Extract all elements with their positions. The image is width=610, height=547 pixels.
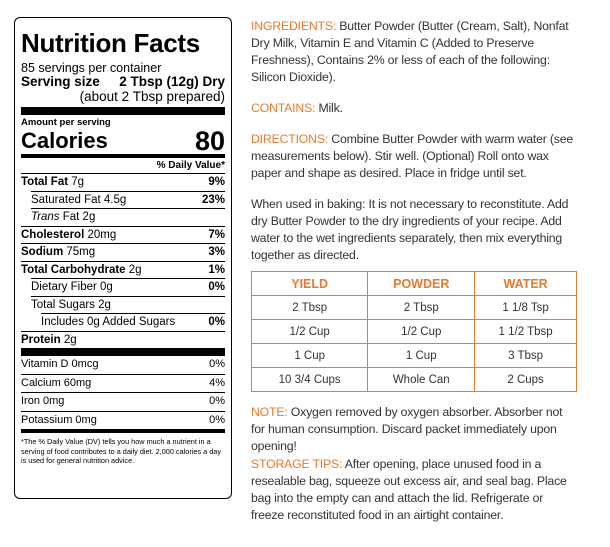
table-header-yield: YIELD [250, 271, 369, 296]
table-header-row: YIELD POWDER WATER [250, 271, 577, 296]
serving-size-value: 2 Tbsp (12g) Dry [119, 74, 225, 89]
vitamin-label: Calcium 60mg [21, 376, 92, 389]
vitamin-row: Iron 0mg 0% [21, 392, 225, 411]
table-cell: Whole Can [367, 367, 476, 392]
nutrient-pct: 9% [208, 176, 225, 188]
note-text: Oxygen removed by oxygen absorber. Absor… [251, 405, 563, 453]
nutrient-label: Sodium [21, 246, 64, 258]
vitamin-label: Iron 0mg [21, 395, 65, 407]
nutrient-label: Dietary Fiber 0g [31, 281, 113, 293]
directions-text: Combine Butter Powder with warm water (s… [251, 132, 574, 180]
nutrient-amount: 75mg [66, 246, 96, 258]
table-cell: 1 Cup [250, 343, 369, 368]
nutrient-label: Cholesterol [21, 228, 85, 241]
nutrient-label: Total Fat [21, 176, 69, 188]
storage-paragraph: STORAGE TIPS: After opening, place unuse… [251, 456, 578, 524]
table-header-water: WATER [474, 271, 577, 296]
storage-text: After opening, place unused food in a re… [251, 457, 567, 522]
servings-per-container: 85 servings per container [21, 61, 162, 75]
contains-paragraph: CONTAINS: Milk. [251, 100, 578, 117]
calories-label: Calories [21, 128, 108, 153]
nutrient-row-protein: Protein 2g [21, 330, 225, 349]
table-cell: 3 Tbsp [474, 343, 577, 368]
nutrient-row-dietary-fiber: Dietary Fiber 0g 0% [31, 278, 225, 296]
divider-thick [21, 348, 225, 356]
calories-value: 80 [194, 126, 225, 156]
measurement-table: YIELD POWDER WATER 2 Tbsp 2 Tbsp 1 1/8 T… [250, 271, 577, 392]
nutrient-pct: 3% [208, 246, 225, 258]
table-row: 1/2 Cup 1/2 Cup 1 1/2 Tbsp [250, 319, 577, 344]
vitamin-row: Potassium 0mg 0% [21, 410, 225, 430]
nutrient-amount: 7g [71, 176, 85, 188]
nutrient-pct: 23% [201, 193, 225, 206]
nutrient-pct: 1% [208, 263, 225, 276]
amount-per-serving: Amount per serving [21, 117, 111, 128]
note-paragraph: NOTE: Oxygen removed by oxygen absorber.… [251, 404, 578, 455]
nutrient-row-total-carbohydrate: Total Carbohydrate 2g 1% [21, 260, 225, 279]
table-cell: 1 1/8 Tsp [474, 295, 577, 320]
table-header-powder: POWDER [367, 271, 476, 296]
table-cell: 1/2 Cup [367, 319, 476, 344]
vitamin-label: Potassium 0mg [21, 413, 97, 426]
table-cell: 10 3/4 Cups [250, 367, 369, 392]
ingredients-text: Butter Powder (Butter (Cream, Salt), Non… [251, 19, 569, 84]
nutrient-row-sodium: Sodium 75mg 3% [21, 243, 225, 261]
serving-size-label: Serving size [21, 74, 100, 89]
vitamin-label: Vitamin D 0mcg [21, 358, 99, 370]
product-info: INGREDIENTS: Butter Powder (Butter (Crea… [251, 18, 578, 278]
daily-value-header: % Daily Value* [156, 160, 225, 171]
table-row: 10 3/4 Cups Whole Can 2 Cups [250, 367, 577, 392]
nutrient-pct: 0% [208, 281, 225, 293]
nutrient-row-total-sugars: Total Sugars 2g [31, 295, 225, 314]
vitamin-pct: 0% [209, 413, 225, 426]
nutrient-row-added-sugars: Includes 0g Added Sugars 0% [41, 313, 225, 331]
table-row: 1 Cup 1 Cup 3 Tbsp [250, 343, 577, 368]
divider-thick [21, 107, 225, 115]
directions-label: DIRECTIONS: [251, 132, 329, 146]
directions-paragraph: DIRECTIONS: Combine Butter Powder with w… [251, 131, 578, 182]
calories-row: Calories 80 [21, 126, 225, 156]
divider-medium [21, 154, 225, 158]
table-cell: 2 Cups [474, 367, 577, 392]
nutrient-amount: 20mg [87, 228, 117, 241]
divider-medium [21, 429, 225, 433]
ingredients-label: INGREDIENTS: [251, 19, 337, 33]
vitamin-pct: 0% [209, 395, 225, 407]
daily-value-footnote: *The % Daily Value (DV) tells you how mu… [21, 437, 221, 465]
vitamin-pct: 0% [209, 358, 225, 370]
contains-label: CONTAINS: [251, 101, 316, 115]
note-label: NOTE: [251, 405, 288, 419]
vitamin-row: Vitamin D 0mcg 0% [21, 356, 225, 374]
contains-text: Milk. [315, 101, 343, 115]
nutrition-title: Nutrition Facts [21, 28, 200, 58]
nutrient-pct: 0% [208, 316, 225, 328]
nutrition-facts-panel: Nutrition Facts 85 servings per containe… [14, 17, 232, 499]
baking-paragraph: When used in baking: It is not necessary… [251, 197, 569, 262]
vitamin-row: Calcium 60mg 4% [21, 373, 225, 393]
table-cell: 2 Tbsp [250, 295, 369, 320]
nutrient-label: Saturated Fat 4.5g [31, 193, 127, 206]
serving-size-row: Serving size 2 Tbsp (12g) Dry [21, 75, 225, 89]
nutrient-pct: 7% [208, 228, 225, 241]
table-cell: 1/2 Cup [250, 319, 369, 344]
nutrient-label: Total Carbohydrate [21, 263, 126, 276]
nutrient-amount: 2g [128, 263, 142, 276]
nutrient-row-saturated-fat: Saturated Fat 4.5g 23% [31, 190, 225, 209]
vitamin-pct: 4% [209, 376, 225, 389]
table-cell: 1 1/2 Tbsp [474, 319, 577, 344]
ingredients-paragraph: INGREDIENTS: Butter Powder (Butter (Crea… [251, 18, 578, 86]
nutrient-row-total-fat: Total Fat 7g 9% [21, 173, 225, 191]
storage-label: STORAGE TIPS: [251, 457, 343, 471]
nutrient-amount: 2g [63, 333, 77, 346]
nutrient-label: Protein [21, 333, 61, 346]
trans-fat-label: Trans Fat 2g [31, 211, 96, 223]
nutrient-row-cholesterol: Cholesterol 20mg 7% [21, 225, 225, 244]
serving-size-prepared: (about 2 Tbsp prepared) [79, 89, 225, 104]
table-cell: 2 Tbsp [367, 295, 476, 320]
nutrient-label: Includes 0g Added Sugars [41, 316, 176, 328]
nutrient-label: Total Sugars 2g [31, 298, 111, 311]
nutrient-row-trans-fat: Trans Fat 2g [31, 208, 225, 226]
table-cell: 1 Cup [367, 343, 476, 368]
table-row: 2 Tbsp 2 Tbsp 1 1/8 Tsp [250, 295, 577, 320]
